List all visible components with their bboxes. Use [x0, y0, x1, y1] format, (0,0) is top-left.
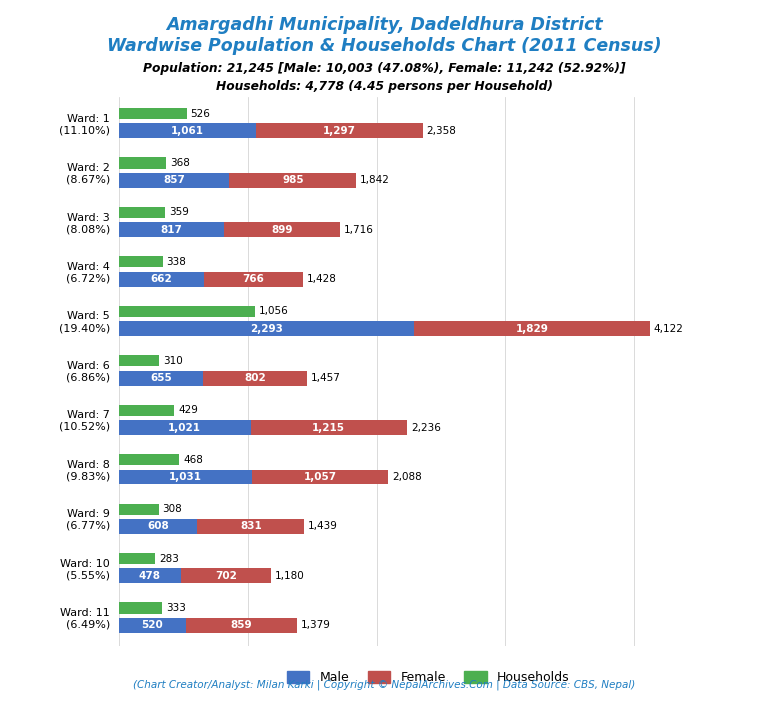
Text: 1,439: 1,439: [308, 521, 338, 532]
Bar: [119, 306, 255, 317]
Bar: [186, 618, 296, 633]
Text: 2,236: 2,236: [411, 422, 441, 432]
Bar: [119, 569, 180, 584]
Bar: [119, 454, 179, 465]
Text: 308: 308: [163, 504, 182, 514]
Bar: [224, 222, 340, 237]
Text: 520: 520: [141, 621, 164, 630]
Bar: [119, 469, 252, 484]
Text: 333: 333: [166, 603, 186, 613]
Bar: [119, 405, 174, 416]
Text: (Chart Creator/Analyst: Milan Karki | Copyright © NepalArchives.Com | Data Sourc: (Chart Creator/Analyst: Milan Karki | Co…: [133, 679, 635, 690]
Bar: [415, 321, 650, 336]
Text: 429: 429: [178, 405, 198, 415]
Text: 1,031: 1,031: [169, 472, 202, 482]
Text: 857: 857: [164, 175, 185, 185]
Text: 802: 802: [244, 373, 266, 383]
Bar: [119, 321, 415, 336]
Text: 817: 817: [161, 225, 183, 235]
Bar: [204, 272, 303, 287]
Bar: [119, 553, 155, 564]
Text: Amargadhi Municipality, Dadeldhura District: Amargadhi Municipality, Dadeldhura Distr…: [166, 16, 602, 33]
Text: 655: 655: [151, 373, 172, 383]
Text: 359: 359: [169, 207, 189, 217]
Bar: [119, 158, 167, 168]
Bar: [119, 256, 163, 268]
Bar: [230, 173, 356, 187]
Text: Households: 4,778 (4.45 persons per Household): Households: 4,778 (4.45 persons per Hous…: [216, 80, 552, 92]
Legend: Male, Female, Households: Male, Female, Households: [282, 666, 574, 689]
Text: 1,057: 1,057: [303, 472, 336, 482]
Text: 4,122: 4,122: [654, 324, 684, 334]
Text: 478: 478: [139, 571, 161, 581]
Text: 1,379: 1,379: [300, 621, 330, 630]
Bar: [119, 355, 159, 366]
Text: 1,457: 1,457: [310, 373, 340, 383]
Bar: [119, 173, 230, 187]
Bar: [119, 618, 186, 633]
Text: 702: 702: [215, 571, 237, 581]
Bar: [197, 519, 304, 534]
Text: 1,829: 1,829: [516, 324, 548, 334]
Text: 1,056: 1,056: [259, 306, 289, 317]
Text: Wardwise Population & Households Chart (2011 Census): Wardwise Population & Households Chart (…: [107, 37, 661, 55]
Text: 831: 831: [240, 521, 262, 532]
Text: 1,297: 1,297: [323, 126, 356, 136]
Bar: [119, 503, 159, 515]
Text: 2,293: 2,293: [250, 324, 283, 334]
Text: Population: 21,245 [Male: 10,003 (47.08%), Female: 11,242 (52.92%)]: Population: 21,245 [Male: 10,003 (47.08%…: [143, 62, 625, 75]
Text: 338: 338: [167, 257, 187, 267]
Text: 526: 526: [190, 109, 210, 119]
Text: 310: 310: [163, 356, 183, 366]
Text: 468: 468: [184, 454, 203, 465]
Bar: [252, 469, 388, 484]
Bar: [180, 569, 271, 584]
Text: 368: 368: [170, 158, 190, 168]
Bar: [119, 371, 204, 386]
Text: 1,061: 1,061: [170, 126, 204, 136]
Text: 2,358: 2,358: [426, 126, 456, 136]
Text: 1,842: 1,842: [360, 175, 390, 185]
Text: 1,215: 1,215: [313, 422, 346, 432]
Text: 985: 985: [282, 175, 303, 185]
Bar: [250, 420, 407, 435]
Bar: [119, 124, 256, 138]
Text: 859: 859: [230, 621, 252, 630]
Bar: [119, 207, 165, 218]
Bar: [119, 222, 224, 237]
Text: 1,180: 1,180: [275, 571, 305, 581]
Text: 662: 662: [151, 274, 173, 284]
Bar: [119, 519, 197, 534]
Text: 1,428: 1,428: [307, 274, 336, 284]
Text: 283: 283: [159, 554, 179, 564]
Text: 2,088: 2,088: [392, 472, 422, 482]
Text: 899: 899: [271, 225, 293, 235]
Bar: [119, 272, 204, 287]
Bar: [256, 124, 422, 138]
Text: 1,716: 1,716: [344, 225, 374, 235]
Text: 608: 608: [147, 521, 169, 532]
Bar: [119, 420, 250, 435]
Bar: [119, 108, 187, 119]
Bar: [119, 603, 162, 613]
Bar: [204, 371, 306, 386]
Text: 766: 766: [243, 274, 264, 284]
Text: 1,021: 1,021: [168, 422, 201, 432]
